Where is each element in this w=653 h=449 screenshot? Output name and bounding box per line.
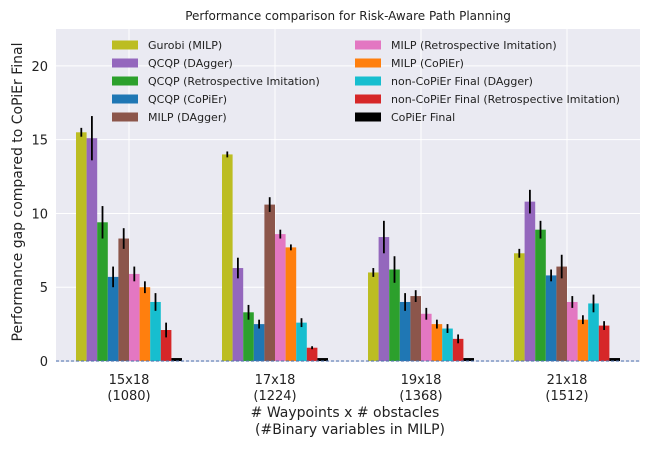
bar [378,237,390,361]
bar [306,347,318,361]
x-ticks: 15x18(1080) 17x18(1224) 19x18(1368) 21x18(1… [107,373,588,404]
bar [368,272,379,361]
legend-swatch [112,94,138,104]
legend-label: MILP (Retrospective Imitation) [391,39,557,52]
bar [442,328,453,361]
chart-title: Performance comparison for Risk-Aware Pa… [185,9,511,23]
legend-swatch [112,40,138,50]
x-axis-label-line1: # Waypoints x # obstacles [251,405,440,421]
bar [107,276,119,361]
bar [389,269,400,361]
y-tick-label: 0 [40,355,48,370]
bar [567,301,578,361]
bar [514,253,525,361]
x-tick-sublabel: (1080) [107,389,150,404]
bar [556,266,567,361]
x-tick-label: 15x18 [109,373,150,388]
bar [296,322,307,361]
bar [463,358,474,361]
x-tick-sublabel: (1368) [399,389,442,404]
bar [410,296,421,361]
bar [86,138,98,361]
legend-swatch [355,76,381,86]
bar [317,358,328,361]
bar [243,312,254,361]
bar [76,132,87,361]
legend-swatch [355,94,381,104]
bar [171,358,182,361]
y-ticks: 0 5 10 15 20 [31,60,48,370]
legend-label: non-CoPiEr Final (Retrospective Imitatio… [391,93,620,106]
legend: Gurobi (MILP) QCQP (DAgger) QCQP (Retrospe… [112,39,620,124]
legend-label: QCQP (CoPiEr) [148,93,227,106]
x-tick-sublabel: (1512) [545,389,588,404]
bar [452,338,464,361]
legend-swatch [112,112,138,122]
x-tick-label: 17x18 [255,373,296,388]
x-tick-label: 19x18 [401,373,442,388]
y-axis-label: Performance gap compared to CoPiEr Final [10,43,26,342]
bar [232,268,244,361]
bar [285,247,297,361]
bars [76,132,620,361]
legend-label: MILP (DAgger) [148,111,227,124]
y-tick-label: 5 [40,281,48,296]
bar [524,201,536,361]
x-tick-sublabel: (1224) [253,389,296,404]
y-tick-label: 10 [31,207,48,222]
x-tick-label: 21x18 [547,373,588,388]
bar [129,273,140,361]
legend-swatch [112,58,138,68]
legend-label: QCQP (DAgger) [148,57,233,70]
legend-swatch [355,112,381,122]
bar [609,358,620,361]
y-tick-label: 20 [31,60,48,75]
legend-label: non-CoPiEr Final (DAgger) [391,75,533,88]
bar [222,154,233,361]
legend-swatch [355,40,381,50]
bar [421,313,432,361]
legend-label: MILP (CoPiEr) [391,57,464,70]
bar [598,325,610,361]
bar [588,303,599,361]
legend-swatch [355,58,381,68]
x-axis-label-line2: (#Binary variables in MILP) [255,422,445,438]
bar [545,275,557,361]
legend-label: CoPiEr Final [391,111,455,124]
bar [399,301,411,361]
bar [535,229,546,361]
bar [431,324,443,361]
bar [577,319,589,361]
bar [275,234,286,361]
bar [253,324,265,361]
legend-swatch [112,76,138,86]
legend-label: Gurobi (MILP) [148,39,222,52]
bar [160,330,172,361]
y-tick-label: 15 [31,134,48,149]
bar [118,238,129,361]
bar [139,287,151,361]
bar [97,222,108,361]
bar [150,301,161,361]
legend-label: QCQP (Retrospective Imitation) [148,75,320,88]
bar [264,204,275,361]
error-bars [80,116,605,350]
